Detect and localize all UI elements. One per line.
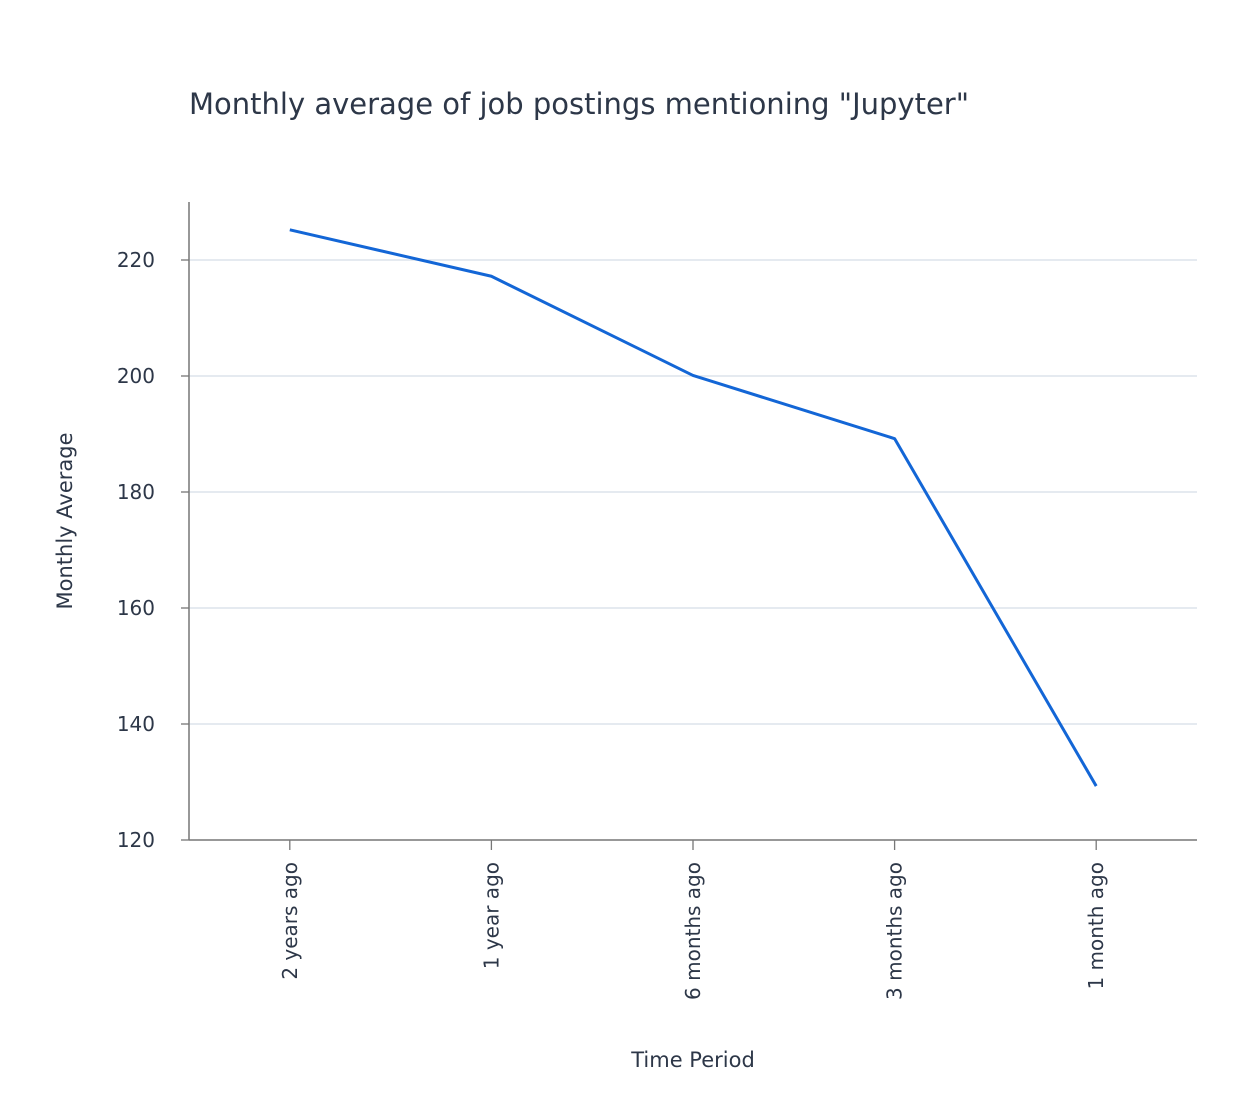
series-line — [289, 228, 1098, 787]
y-tick-label: 200 — [117, 364, 155, 388]
y-tick-label: 160 — [117, 596, 155, 620]
x-axis-label: Time Period — [630, 1048, 755, 1072]
y-tick-label: 220 — [117, 248, 155, 272]
y-tick-label: 180 — [117, 480, 155, 504]
x-tick-label: 6 months ago — [681, 862, 705, 1000]
y-tick-label: 140 — [117, 712, 155, 736]
x-tick-label: 1 year ago — [479, 862, 503, 969]
x-tick-label: 1 month ago — [1084, 862, 1108, 990]
x-tick-label: 3 months ago — [883, 862, 907, 1000]
y-axis-label: Monthly Average — [53, 433, 77, 610]
chart-title: Monthly average of job postings mentioni… — [189, 87, 969, 121]
x-tick-label: 2 years ago — [278, 862, 302, 980]
y-tick-label: 120 — [117, 828, 155, 852]
